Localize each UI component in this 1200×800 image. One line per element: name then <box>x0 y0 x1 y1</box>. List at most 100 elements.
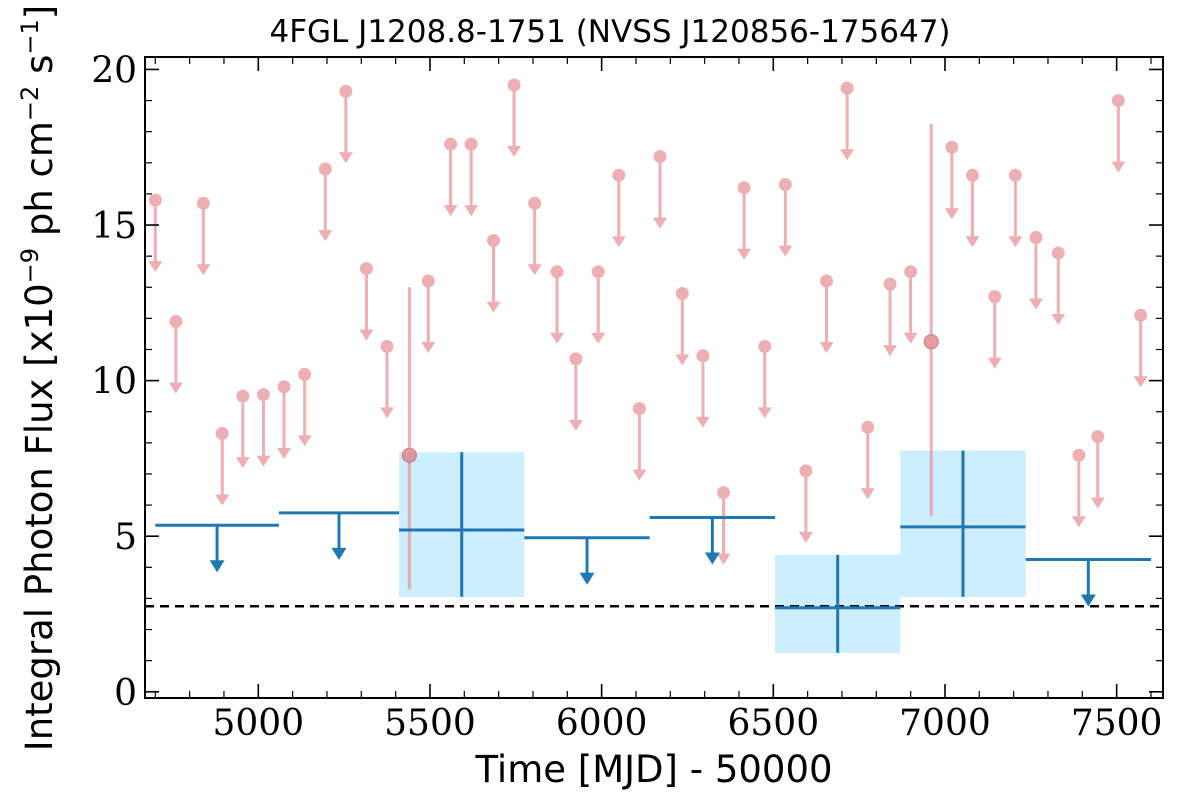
upper-limit-marker <box>965 168 979 182</box>
plot-frame <box>144 56 1164 699</box>
long-bin-detection-2 <box>399 452 525 597</box>
upper-limit-arrowhead <box>235 457 250 469</box>
upper-limit-arrowhead <box>148 261 163 273</box>
bin-upper-limit-arrowhead <box>1080 594 1096 607</box>
upper-limit-arrowhead <box>256 455 271 467</box>
long-bin-detection-6 <box>900 450 1026 597</box>
short-bin-upper-limit-9 <box>338 84 353 164</box>
upper-limit-arrowhead <box>675 354 690 366</box>
upper-limit-arrowhead <box>196 264 211 276</box>
upper-limit-marker <box>298 367 312 381</box>
upper-limit-marker <box>169 314 183 328</box>
upper-limit-arrowhead <box>903 332 918 344</box>
upper-limit-arrowhead <box>819 342 834 354</box>
x-tick-label: 7000 <box>899 703 991 744</box>
upper-limit-marker <box>256 388 270 402</box>
upper-limit-marker <box>1008 168 1022 182</box>
upper-limit-arrowhead <box>464 205 479 217</box>
upper-limit-marker <box>778 178 792 192</box>
upper-limit-arrowhead <box>338 152 353 164</box>
upper-limit-marker <box>550 265 564 279</box>
upper-limit-arrowhead <box>568 419 583 431</box>
upper-limit-arrowhead <box>944 208 959 220</box>
upper-limit-marker <box>612 168 626 182</box>
y-axis-label: Integral Photon Flux [x10−9 ph cm−2 s−1] <box>16 5 61 751</box>
short-bin-upper-limit-14 <box>464 137 479 217</box>
upper-limit-marker <box>1091 430 1105 444</box>
short-bin-upper-limit-41 <box>1051 246 1066 326</box>
y-tick-label: 0 <box>114 673 137 714</box>
short-bin-upper-limit-35 <box>903 265 918 344</box>
short-bin-upper-limit-27 <box>737 181 752 260</box>
short-bin-upper-limit-37 <box>965 168 980 248</box>
upper-limit-arrowhead <box>987 357 1002 369</box>
short-bin-upper-limit-30 <box>798 464 813 543</box>
detection-marker <box>401 447 417 463</box>
upper-limit-marker <box>339 84 353 98</box>
upper-limit-marker <box>632 402 646 416</box>
bin-upper-limit-arrowhead <box>331 547 347 560</box>
short-bin-detection-0 <box>401 287 417 590</box>
upper-limit-arrowhead <box>611 236 626 248</box>
short-bin-upper-limit-29 <box>778 178 793 257</box>
short-bin-upper-limit-24 <box>675 286 690 366</box>
y-axis-label-exponent: −9 <box>16 248 44 283</box>
upper-limit-marker <box>569 352 583 366</box>
detection-marker <box>923 334 939 350</box>
upper-limit-arrowhead <box>778 245 793 257</box>
upper-limit-arrowhead <box>215 494 230 506</box>
long-bin-upper-limit-1 <box>278 511 400 560</box>
long-bin-upper-limit-3 <box>524 536 650 585</box>
upper-limit-arrowhead <box>883 345 898 357</box>
upper-limit-marker <box>1134 308 1148 322</box>
y-tick-label: 10 <box>91 362 137 403</box>
short-bin-upper-limit-2 <box>196 196 211 276</box>
short-bin-upper-limit-6 <box>277 380 292 459</box>
short-bin-upper-limit-43 <box>1090 430 1105 509</box>
upper-limit-marker <box>1111 94 1125 108</box>
y-axis-label-end: ] <box>18 5 61 19</box>
chart-title: 4FGL J1208.8-1751 (NVSS J120856-175647) <box>269 14 950 50</box>
short-bin-upper-limit-18 <box>550 265 565 344</box>
short-bin-upper-limit-40 <box>1028 230 1043 310</box>
upper-limit-marker <box>528 196 542 210</box>
short-bin-upper-limit-19 <box>568 352 583 431</box>
upper-limit-marker <box>675 286 689 300</box>
short-bin-upper-limit-33 <box>860 420 875 500</box>
upper-limit-marker <box>1051 246 1065 260</box>
short-bin-upper-limit-15 <box>486 234 501 313</box>
y-tick-label: 15 <box>91 206 137 247</box>
upper-limit-arrowhead <box>1008 236 1023 248</box>
upper-limit-arrowhead <box>695 416 710 428</box>
y-axis-label-unit: ph cm <box>18 121 61 248</box>
upper-limit-marker <box>236 389 250 403</box>
upper-limit-arrowhead <box>359 329 374 341</box>
upper-limit-arrowhead <box>277 447 292 459</box>
upper-limit-marker <box>591 265 605 279</box>
short-bin-upper-limit-21 <box>611 168 626 248</box>
upper-limit-marker <box>840 81 854 95</box>
upper-limit-arrowhead <box>318 230 333 242</box>
upper-limit-marker <box>444 137 458 151</box>
y-axis-label-exponent-2: −2 <box>16 86 44 121</box>
short-bin-upper-limit-36 <box>944 140 959 220</box>
long-bin-detection-5 <box>775 554 901 653</box>
y-axis-label-main: Integral Photon Flux [x10 <box>18 283 61 751</box>
short-bin-upper-limit-4 <box>235 389 250 469</box>
bin-upper-limit-arrowhead <box>209 560 225 573</box>
short-bin-upper-limit-20 <box>591 265 606 344</box>
y-tick-label: 20 <box>91 50 137 91</box>
short-bin-upper-limit-42 <box>1071 448 1086 528</box>
upper-limit-marker <box>359 262 373 276</box>
upper-limit-marker <box>507 78 521 92</box>
upper-limit-marker <box>380 339 394 353</box>
short-bin-upper-limit-10 <box>359 262 374 341</box>
upper-limit-marker <box>318 162 332 176</box>
upper-limit-arrowhead <box>653 217 668 229</box>
long-bin-upper-limit-7 <box>1025 558 1151 607</box>
short-bin-upper-limit-11 <box>380 339 395 419</box>
short-bin-upper-limit-5 <box>256 388 271 467</box>
short-bin-detection-1 <box>923 123 939 516</box>
upper-limit-arrowhead <box>798 531 813 543</box>
upper-limit-marker <box>988 290 1002 304</box>
